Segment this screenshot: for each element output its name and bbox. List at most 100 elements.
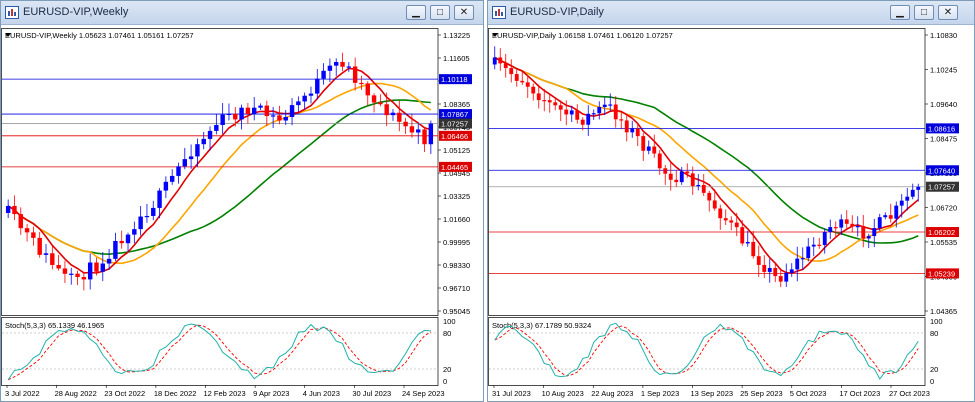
bearish-candle [525,82,530,87]
bullish-candle [767,268,772,272]
bullish-candle [315,78,320,94]
bearish-candle [94,262,99,272]
price-scale-label: 1.08365 [443,100,470,109]
price-scale-label: 1.11605 [443,54,470,63]
bullish-candle [630,128,635,133]
bearish-candle [734,222,739,228]
bullish-candle [586,113,591,125]
bearish-candle [37,237,42,255]
price-level-tag-label: 1.08616 [928,124,955,133]
price-level-tag [439,74,472,85]
weekly-chart-svg[interactable]: EURUSD-VIP,Weekly 1.05623 1.07461 1.0516… [1,25,483,401]
bearish-candle [365,83,370,96]
bearish-candle [56,264,61,269]
close-button[interactable]: ✕ [454,5,474,20]
bearish-candle [119,240,124,244]
bullish-candle [899,200,904,206]
price-scale-label: 1.04945 [443,169,470,178]
maximize-button[interactable]: □ [430,5,450,20]
bearish-candle [718,208,723,219]
price-scale-label: 1.03325 [443,192,470,201]
bearish-candle [509,68,514,75]
bullish-candle [87,262,93,280]
mid-moving-average-line [494,56,919,262]
bullish-candle [258,105,263,108]
mid-moving-average-line [7,82,432,265]
chart-window-icon [5,6,19,19]
bullish-candle [289,105,295,117]
dropdown-triangle-icon [5,33,11,37]
daily-chart-window[interactable]: EURUSD-VIP,Daily ▁ □ ✕ EURUSD-VIP,Daily … [487,0,975,402]
bullish-candle [916,186,921,190]
bullish-candle [163,181,169,191]
bearish-candle [619,119,624,121]
bearish-candle [723,218,728,221]
bullish-candle [784,272,789,282]
bearish-candle [233,113,238,120]
bullish-candle [346,66,352,68]
time-axis-label: 28 Aug 2022 [55,389,97,398]
time-axis-label: 23 Oct 2022 [104,389,145,398]
bearish-candle [24,228,30,233]
bearish-candle [756,256,761,265]
bearish-candle [635,128,640,137]
minimize-icon: ▁ [896,7,904,18]
close-icon: ✕ [943,7,953,18]
bearish-candle [580,119,585,125]
bullish-candle [811,244,816,247]
stoch-scale-label: 80 [443,329,451,338]
bullish-candle [608,104,613,106]
bearish-candle [740,227,745,244]
bearish-candle [542,100,547,102]
daily-title-bar[interactable]: EURUSD-VIP,Daily ▁ □ ✕ [488,1,974,25]
price-scale-label: 1.05535 [930,238,957,247]
bullish-candle [195,144,200,157]
weekly-title-bar[interactable]: EURUSD-VIP,Weekly ▁ □ ✕ [1,1,483,25]
price-scale-label: 0.98330 [443,261,470,270]
bullish-candle [883,215,888,218]
price-level-tag-label: 1.10118 [441,75,468,84]
time-axis-label: 30 Jul 2023 [352,389,391,398]
bullish-candle [569,110,574,115]
time-axis-label: 22 Aug 2023 [591,389,633,398]
stoch-signal-line [8,324,432,381]
stoch-indicator-label: Stoch(5,3,3) 65.1339 46.1965 [5,321,104,330]
close-button[interactable]: ✕ [938,5,958,20]
weekly-chart-area[interactable]: EURUSD-VIP,Weekly 1.05623 1.07461 1.0516… [1,25,483,401]
time-axis-label: 25 Sep 2023 [740,389,783,398]
bearish-candle [833,227,838,229]
bullish-candle [390,112,396,116]
daily-chart-area[interactable]: EURUSD-VIP,Daily 1.06158 1.07461 1.06120… [488,25,974,401]
minimize-button[interactable]: ▁ [890,5,910,20]
bearish-candle [690,173,695,187]
daily-chart-svg[interactable]: EURUSD-VIP,Daily 1.06158 1.07461 1.06120… [488,25,974,401]
bullish-candle [334,62,339,66]
weekly-chart-window[interactable]: EURUSD-VIP,Weekly ▁ □ ✕ EURUSD-VIP,Weekl… [0,0,484,402]
bearish-candle [403,121,408,127]
bearish-candle [359,82,364,85]
stoch-panel-frame [1,317,439,386]
bullish-candle [125,234,131,244]
bullish-candle [894,205,899,219]
maximize-button[interactable]: □ [914,5,934,20]
bearish-candle [245,107,251,114]
bearish-candle [536,93,541,101]
bearish-candle [888,215,893,219]
time-axis-label: 31 Jul 2023 [492,389,531,398]
bullish-candle [100,263,105,272]
time-axis-label: 12 Feb 2023 [204,389,246,398]
bullish-candle [492,57,497,65]
fast-moving-average-line [494,56,919,275]
time-axis-label: 9 Apr 2023 [253,389,289,398]
bearish-candle [520,80,525,83]
minimize-button[interactable]: ▁ [406,5,426,20]
price-level-tag [439,130,472,141]
stoch-panel-frame [488,317,926,386]
time-axis-label: 3 Jul 2022 [5,389,40,398]
bullish-candle [296,101,301,106]
bullish-candle [151,207,156,216]
price-level-tag [926,165,959,176]
bearish-candle [264,105,270,117]
bullish-candle [789,269,794,273]
slow-moving-average-line [7,99,431,256]
